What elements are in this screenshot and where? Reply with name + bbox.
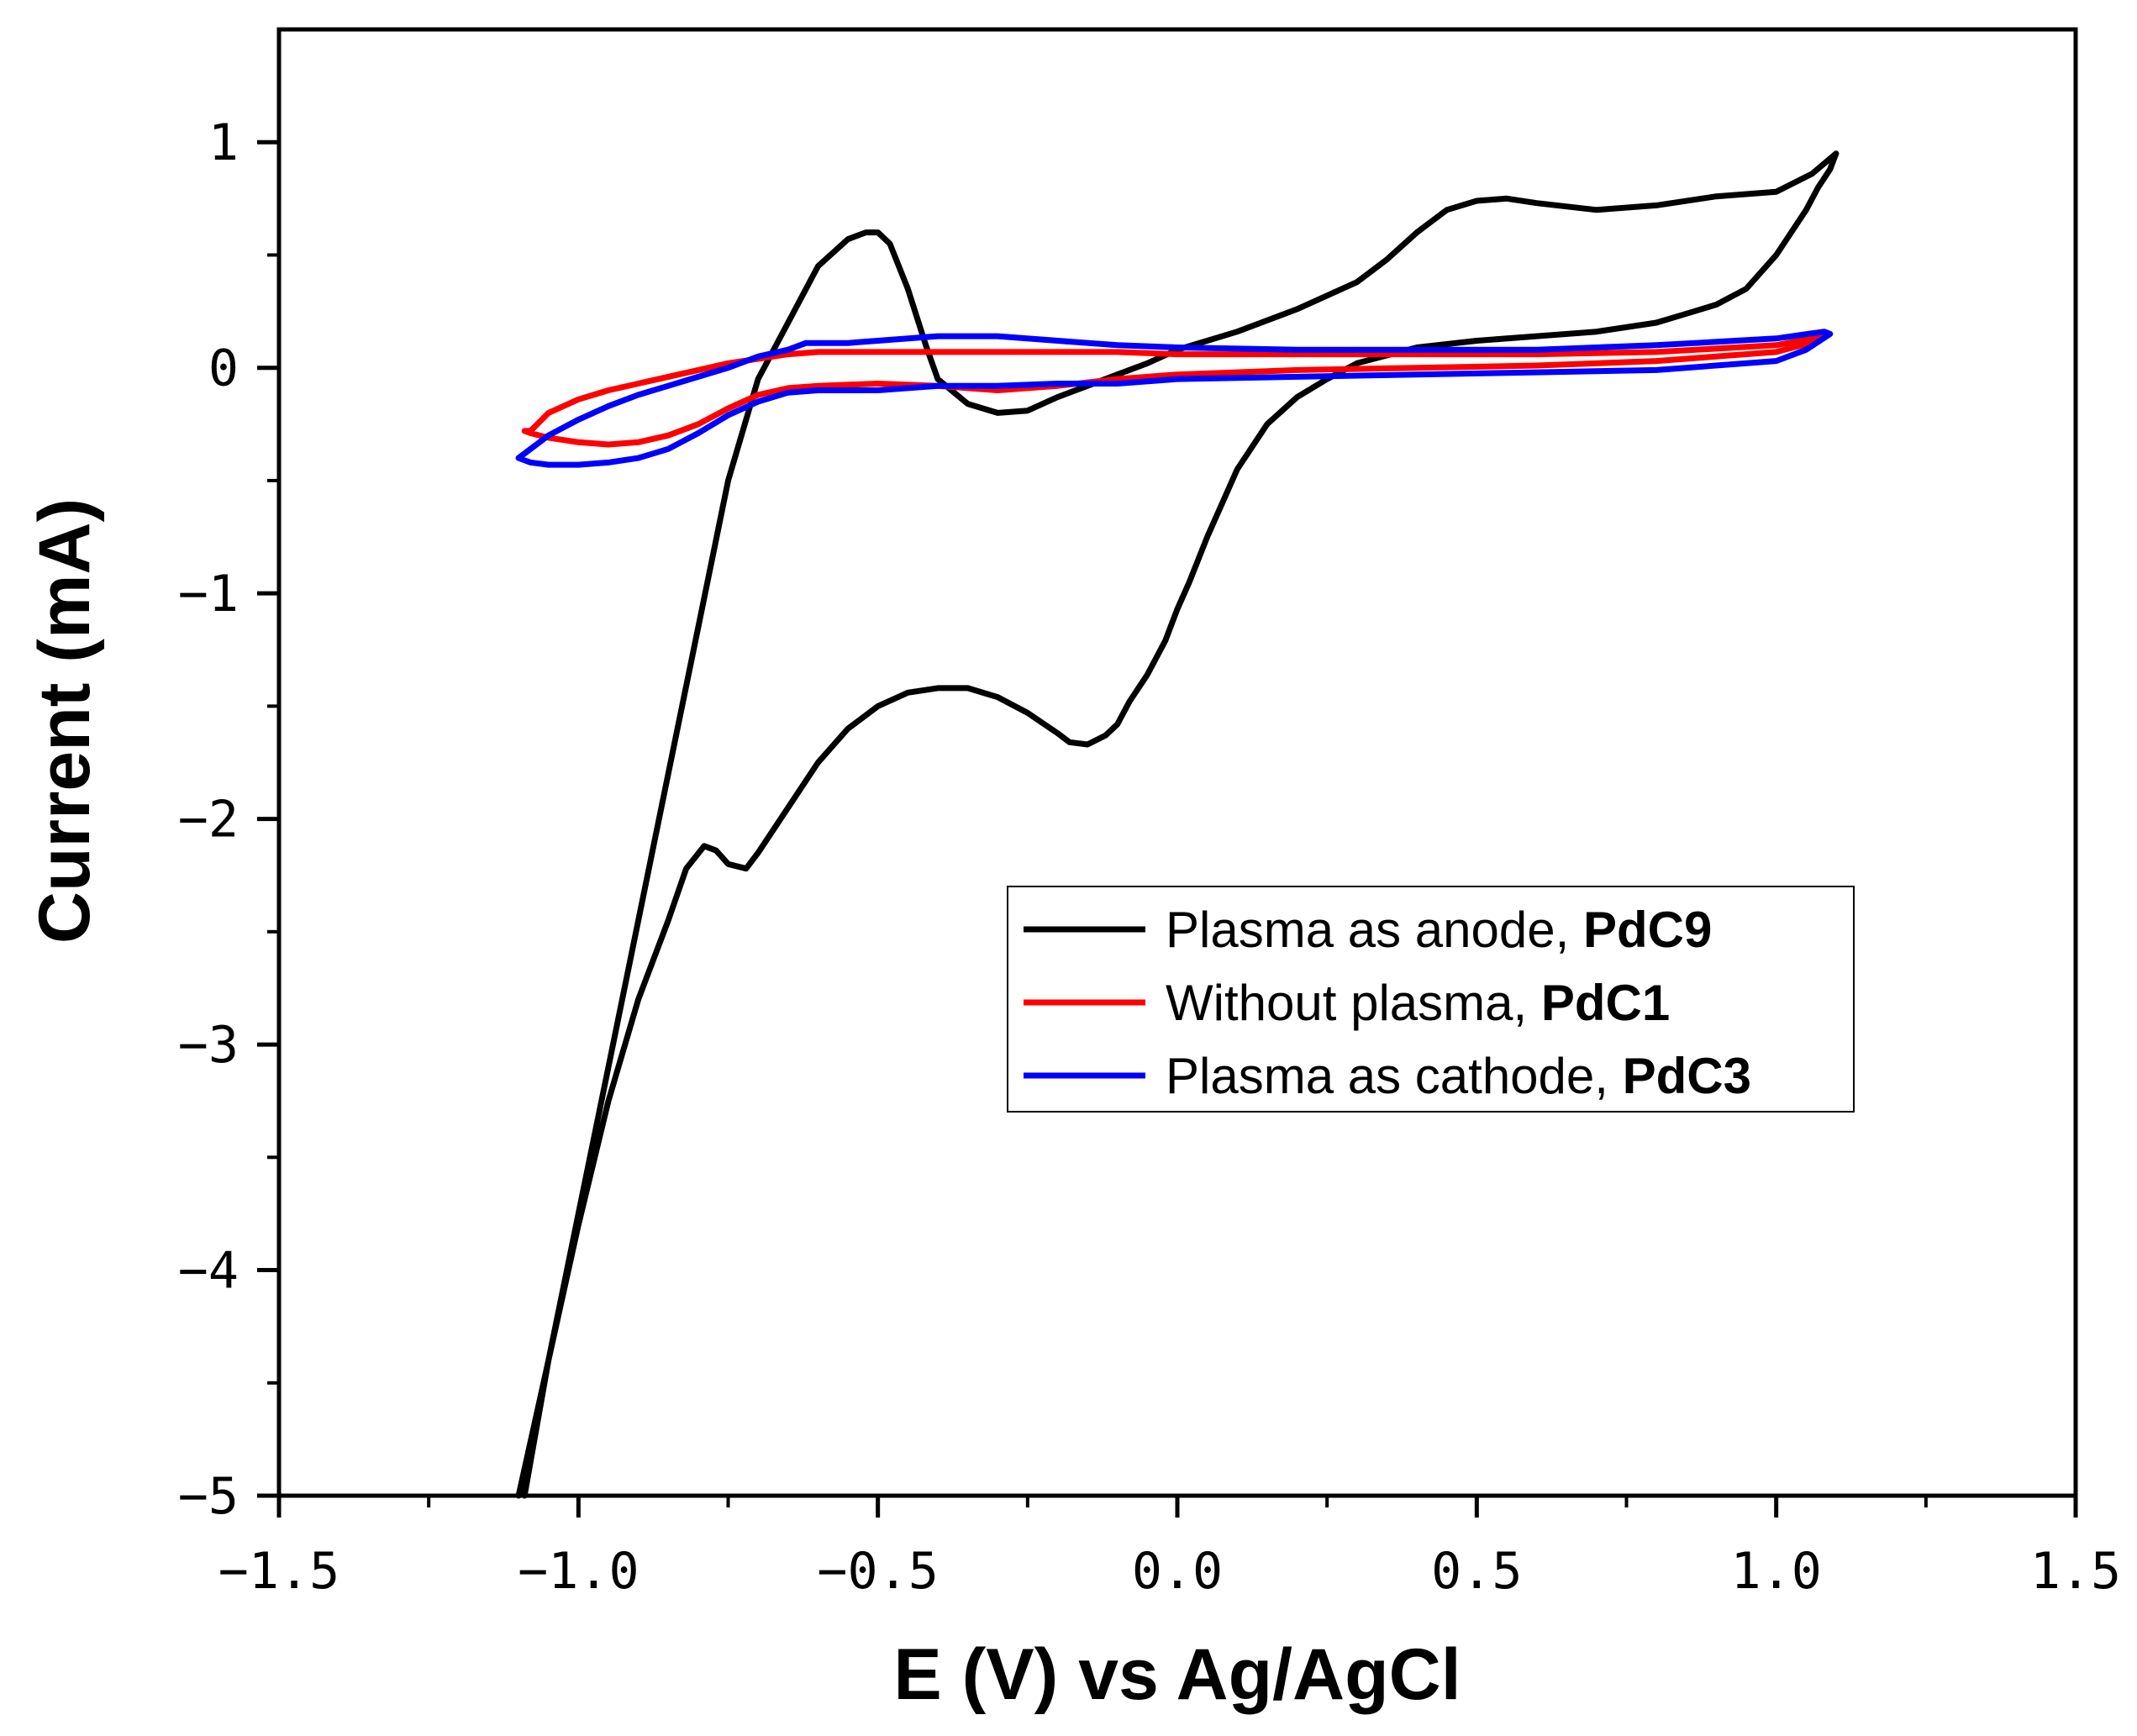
y-axis: −5 −4 −3 −2 −1 0 1	[178, 113, 279, 1526]
x-tick-label: 1.5	[2030, 1542, 2121, 1601]
legend-entry-without-plasma: Without plasma, PdC1	[1166, 975, 1670, 1031]
x-tick-label: −1.5	[218, 1542, 340, 1601]
legend-box	[1007, 886, 1855, 1113]
x-axis: −1.5 −1.0 −0.5 0.0 0.5 1.0 1.5	[218, 1496, 2121, 1601]
legend: Plasma as anode, PdC9 Without plasma, Pd…	[1007, 886, 1855, 1113]
x-tick-label: 0.0	[1132, 1542, 1223, 1601]
y-tick-label: −1	[178, 565, 239, 623]
y-tick-label: −2	[178, 791, 239, 850]
y-tick-label: −4	[178, 1242, 239, 1301]
x-axis-title: E (V) vs Ag/AgCl	[893, 1634, 1461, 1715]
series-line-cathode-pdc3	[515, 329, 1834, 468]
y-tick-label: −3	[178, 1016, 239, 1075]
y-tick-label: 0	[208, 339, 239, 398]
x-tick-label: 0.5	[1431, 1542, 1522, 1601]
legend-entry-cathode: Plasma as cathode, PdC3	[1166, 1048, 1751, 1104]
x-tick-label: −1.0	[518, 1542, 640, 1601]
x-tick-label: 1.0	[1730, 1542, 1821, 1601]
series-line-anode-pdc9	[515, 150, 1840, 1499]
legend-entry-anode: Plasma as anode, PdC9	[1166, 902, 1712, 958]
y-tick-label: −5	[178, 1467, 239, 1526]
x-tick-label: −0.5	[817, 1542, 939, 1601]
y-tick-label: 1	[208, 113, 239, 172]
series-layer	[515, 150, 1840, 1499]
y-axis-title: Current (mA)	[24, 498, 105, 944]
plot-frame	[276, 27, 2078, 1498]
series-line-without-plasma-pdc1	[521, 333, 1828, 448]
